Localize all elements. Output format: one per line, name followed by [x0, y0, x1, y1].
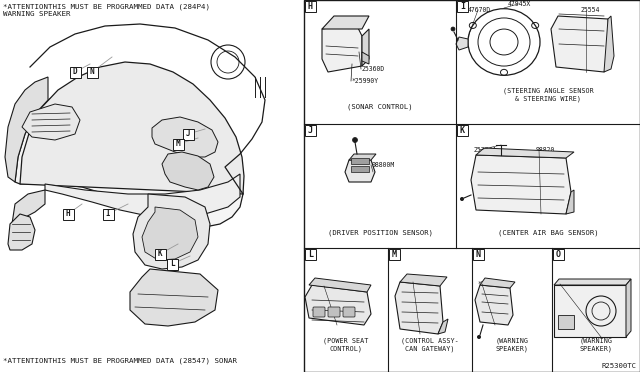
Bar: [457, 125, 468, 136]
Polygon shape: [349, 154, 376, 160]
Polygon shape: [45, 174, 240, 217]
Polygon shape: [322, 16, 369, 29]
FancyBboxPatch shape: [328, 307, 340, 317]
Bar: [305, 1, 316, 12]
Text: L: L: [308, 250, 313, 259]
Bar: [457, 1, 468, 12]
Text: I: I: [460, 2, 465, 11]
Ellipse shape: [477, 335, 481, 339]
Bar: [558, 315, 574, 329]
Text: (SONAR CONTROL): (SONAR CONTROL): [347, 103, 413, 110]
Text: (WARNING
SPEAKER): (WARNING SPEAKER): [495, 338, 529, 352]
Polygon shape: [351, 166, 369, 172]
Text: 25360D: 25360D: [362, 66, 385, 72]
Text: *ATTENTIONTHIS MUST BE PROGRAMMED DATA (284P4)
WARNING SPEAKER: *ATTENTIONTHIS MUST BE PROGRAMMED DATA (…: [3, 3, 210, 17]
Polygon shape: [604, 16, 614, 72]
Polygon shape: [133, 194, 210, 269]
Bar: [102, 208, 113, 219]
Polygon shape: [362, 52, 369, 64]
Bar: [473, 249, 484, 260]
Text: H: H: [66, 209, 70, 218]
Text: L: L: [170, 260, 174, 269]
Text: 25384A: 25384A: [474, 147, 497, 153]
Bar: [389, 249, 400, 260]
Bar: [166, 259, 177, 269]
FancyBboxPatch shape: [313, 307, 325, 317]
Text: 98820: 98820: [536, 147, 556, 153]
Polygon shape: [456, 37, 468, 50]
Polygon shape: [395, 282, 443, 334]
Bar: [554, 285, 626, 337]
Polygon shape: [480, 278, 515, 288]
Text: 47945X: 47945X: [508, 1, 531, 7]
Polygon shape: [322, 24, 362, 72]
Bar: [305, 125, 316, 136]
Polygon shape: [345, 160, 375, 182]
Bar: [70, 67, 81, 77]
Polygon shape: [152, 117, 218, 157]
Polygon shape: [476, 148, 574, 158]
Bar: [154, 248, 166, 260]
Bar: [182, 128, 193, 140]
Polygon shape: [351, 158, 369, 164]
Text: 47670D: 47670D: [468, 7, 492, 13]
Polygon shape: [305, 285, 371, 325]
Text: D: D: [73, 67, 77, 77]
Text: 28565X: 28565X: [312, 283, 335, 289]
Text: N: N: [476, 250, 481, 259]
Ellipse shape: [451, 27, 455, 31]
Text: I: I: [106, 209, 110, 218]
Polygon shape: [309, 278, 371, 292]
Text: O: O: [556, 250, 561, 259]
Bar: [553, 249, 564, 260]
Text: J: J: [186, 129, 190, 138]
Polygon shape: [566, 190, 574, 214]
Polygon shape: [362, 29, 369, 66]
Polygon shape: [471, 155, 571, 214]
Polygon shape: [162, 152, 214, 190]
Text: M: M: [392, 250, 397, 259]
Text: *25990Y: *25990Y: [352, 78, 379, 84]
Text: 98800M: 98800M: [372, 162, 396, 168]
Bar: [86, 67, 97, 77]
Text: *ATTENTIONTHIS MUST BE PROGRAMMED DATA (28547) SONAR: *ATTENTIONTHIS MUST BE PROGRAMMED DATA (…: [3, 357, 237, 364]
Text: 25554: 25554: [581, 7, 600, 13]
Text: K: K: [460, 126, 465, 135]
Text: (DRIVER POSITION SENSOR): (DRIVER POSITION SENSOR): [328, 230, 433, 236]
Polygon shape: [20, 62, 244, 194]
Polygon shape: [12, 190, 45, 224]
Text: (POWER SEAT
CONTROL): (POWER SEAT CONTROL): [323, 338, 369, 352]
Polygon shape: [626, 279, 631, 337]
Text: H: H: [308, 2, 313, 11]
Text: R25300TC: R25300TC: [602, 363, 637, 369]
Bar: [0, 0, 304, 372]
Bar: [305, 249, 316, 260]
Polygon shape: [22, 104, 80, 140]
Text: *284P1: *284P1: [477, 281, 500, 287]
Text: J: J: [308, 126, 313, 135]
Text: 28402: 28402: [408, 279, 428, 285]
Bar: [304, 0, 640, 372]
Polygon shape: [438, 319, 448, 334]
Text: (CENTER AIR BAG SENSOR): (CENTER AIR BAG SENSOR): [498, 230, 598, 236]
Text: M: M: [176, 140, 180, 148]
Polygon shape: [400, 274, 447, 286]
Polygon shape: [142, 207, 198, 260]
FancyBboxPatch shape: [343, 307, 355, 317]
Polygon shape: [5, 77, 48, 182]
Ellipse shape: [460, 197, 464, 201]
Polygon shape: [554, 279, 631, 285]
Text: K: K: [157, 250, 163, 259]
Text: (WARNING
SPEAKER): (WARNING SPEAKER): [579, 338, 612, 352]
Polygon shape: [15, 89, 243, 227]
Text: *284P3: *284P3: [557, 281, 580, 287]
Polygon shape: [551, 16, 611, 72]
Polygon shape: [8, 214, 35, 250]
Bar: [173, 138, 184, 150]
Polygon shape: [130, 269, 218, 326]
Text: (CONTROL ASSY-
CAN GATEWAY): (CONTROL ASSY- CAN GATEWAY): [401, 338, 459, 352]
Ellipse shape: [353, 138, 358, 142]
Text: (STEERING ANGLE SENSOR
& STEERING WIRE): (STEERING ANGLE SENSOR & STEERING WIRE): [502, 88, 593, 102]
Polygon shape: [475, 285, 513, 325]
Bar: [63, 208, 74, 219]
